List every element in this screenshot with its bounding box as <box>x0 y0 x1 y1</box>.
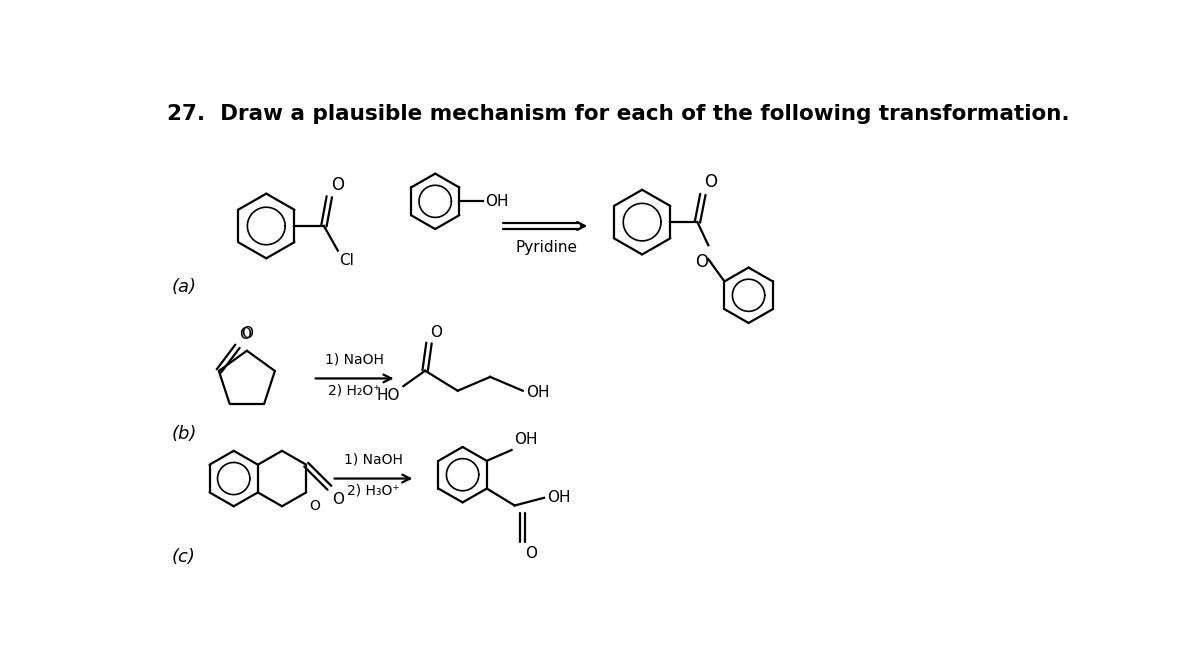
Text: O: O <box>241 326 253 341</box>
Text: O: O <box>331 491 343 507</box>
Text: OH: OH <box>514 432 538 447</box>
Text: O: O <box>704 173 718 191</box>
Text: OH: OH <box>485 194 509 209</box>
Text: 2) H₂O⁺: 2) H₂O⁺ <box>329 383 380 397</box>
Text: Pyridine: Pyridine <box>516 240 577 255</box>
Text: 1) NaOH: 1) NaOH <box>344 452 403 466</box>
Text: Cl: Cl <box>340 253 354 268</box>
Text: O: O <box>431 325 443 340</box>
Text: OH: OH <box>547 490 571 505</box>
Text: O: O <box>310 499 320 513</box>
Text: (a): (a) <box>172 278 197 296</box>
Text: 2) H₃O⁺: 2) H₃O⁺ <box>347 483 400 497</box>
Text: (c): (c) <box>172 548 196 566</box>
Text: O: O <box>239 327 251 343</box>
Text: O: O <box>331 176 344 194</box>
Text: OH: OH <box>526 385 550 400</box>
Text: (b): (b) <box>172 425 197 443</box>
Text: HO: HO <box>377 388 401 402</box>
Text: 27.  Draw a plausible mechanism for each of the following transformation.: 27. Draw a plausible mechanism for each … <box>167 104 1069 124</box>
Text: O: O <box>526 546 538 561</box>
Text: O: O <box>696 253 708 271</box>
Text: 1) NaOH: 1) NaOH <box>325 352 384 366</box>
